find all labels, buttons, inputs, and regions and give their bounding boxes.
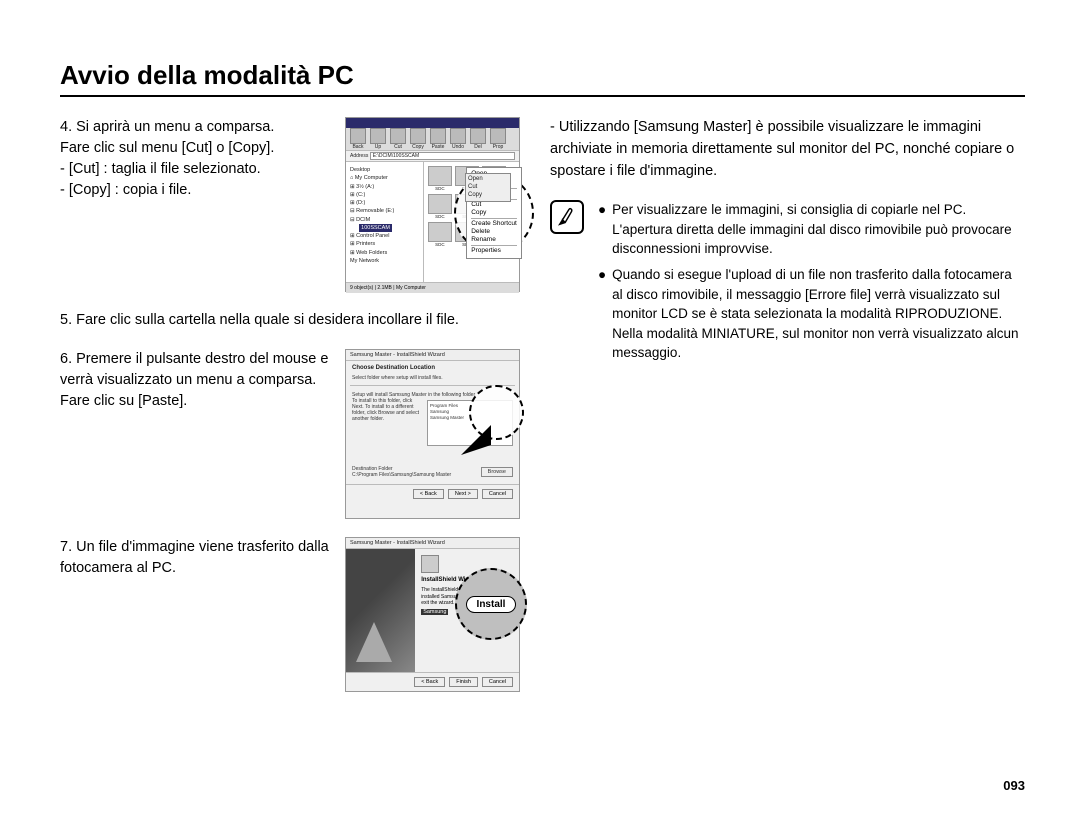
- step-7-text: 7. Un file d'immagine viene trasferito d…: [60, 537, 345, 692]
- next-button: Next >: [448, 489, 478, 499]
- explorer-status: 9 object(s) | 2.1MB | My Computer: [346, 282, 519, 293]
- page-title: Avvio della modalità PC: [60, 60, 1025, 97]
- note-icon: [550, 200, 584, 234]
- finish-button: Finish: [449, 677, 478, 687]
- right-column: - Utilizzando [Samsung Master] è possibi…: [550, 117, 1025, 692]
- note-list: ●Per visualizzare le immagini, si consig…: [598, 200, 1025, 369]
- figure-complete: Samsung Master - InstallShield Wizard In…: [345, 537, 520, 692]
- step4-line1: 4. Si aprirà un menu a comparsa.: [60, 117, 335, 138]
- right-intro: - Utilizzando [Samsung Master] è possibi…: [550, 117, 1025, 182]
- left-column: 4. Si aprirà un menu a comparsa. Fare cl…: [60, 117, 520, 692]
- figure-explorer: Back Up Cut Copy Paste Undo Del Prop Add…: [345, 117, 520, 292]
- step4-line3: - [Cut] : taglia il file selezionato.: [60, 159, 335, 180]
- step-4-block: 4. Si aprirà un menu a comparsa. Fare cl…: [60, 117, 520, 292]
- browse-button: Browse: [481, 467, 513, 477]
- step-5-text: 5. Fare clic sulla cartella nella quale …: [60, 310, 520, 331]
- note-1: Per visualizzare le immagini, si consigl…: [612, 200, 1025, 259]
- step-4-text: 4. Si aprirà un menu a comparsa. Fare cl…: [60, 117, 345, 292]
- explorer-address: Address E:\DCIM\100SSCAM: [346, 150, 519, 162]
- figure-installer: Samsung Master - InstallShield Wizard Ch…: [345, 349, 520, 519]
- zoom-install-label: Install: [455, 568, 527, 640]
- cancel-button: Cancel: [482, 489, 513, 499]
- page: Avvio della modalità PC 4. Si aprirà un …: [0, 0, 1080, 815]
- note-2: Quando si esegue l'upload di un file non…: [612, 265, 1025, 363]
- step4-line2: Fare clic sul menu [Cut] o [Copy].: [60, 138, 335, 159]
- cancel-button-2: Cancel: [482, 677, 513, 687]
- note-box: ●Per visualizzare le immagini, si consig…: [550, 200, 1025, 369]
- back-button-2: < Back: [414, 677, 445, 687]
- explorer-toolbar: Back Up Cut Copy Paste Undo Del Prop: [346, 128, 519, 150]
- step-6-text: 6. Premere il pulsante destro del mouse …: [60, 349, 345, 519]
- explorer-titlebar: [346, 118, 519, 128]
- explorer-tree: Desktop ⌂ My Computer ⊞ 3½ (A:) ⊞ (C:) ⊞…: [346, 162, 424, 282]
- step-6-block: 6. Premere il pulsante destro del mouse …: [60, 349, 520, 519]
- step-7-block: 7. Un file d'immagine viene trasferito d…: [60, 537, 520, 692]
- back-button: < Back: [413, 489, 444, 499]
- columns: 4. Si aprirà un menu a comparsa. Fare cl…: [60, 117, 1025, 692]
- step4-line4: - [Copy] : copia i file.: [60, 180, 335, 201]
- page-number: 093: [1003, 778, 1025, 793]
